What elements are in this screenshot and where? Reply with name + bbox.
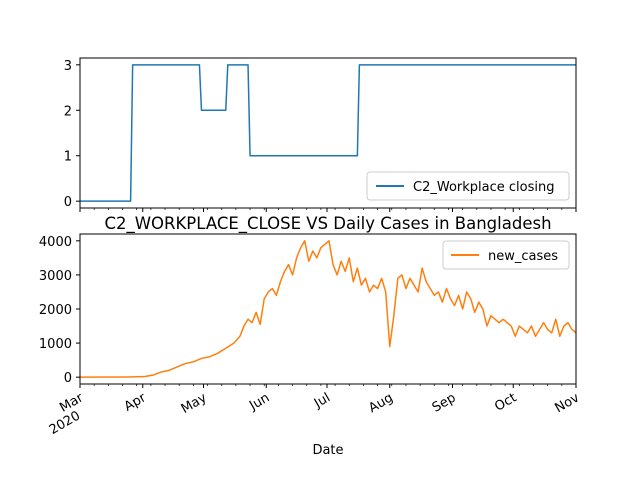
top-y-axis: 0 1 2 3 bbox=[64, 59, 80, 210]
bottom-x-tick-label: Aug bbox=[366, 390, 395, 416]
bottom-x-tick-label: May bbox=[179, 390, 210, 417]
bottom-y-tick-label: 2000 bbox=[39, 303, 72, 318]
bottom-legend-label: new_cases bbox=[488, 249, 558, 264]
bottom-y-tick-label: 1000 bbox=[39, 337, 72, 352]
bottom-series-group bbox=[79, 240, 577, 378]
top-legend-label: C2_Workplace closing bbox=[413, 180, 554, 195]
bottom-x-tick-label: Nov bbox=[553, 390, 583, 416]
top-axes-frame bbox=[79, 57, 577, 209]
top-y-tick-label: 3 bbox=[64, 59, 72, 74]
bottom-x-tick-label: Apr bbox=[122, 390, 150, 415]
bottom-y-tick-label: 4000 bbox=[39, 235, 72, 250]
top-series-group bbox=[80, 64, 576, 202]
bottom-y-axis: 0 1000 2000 3000 4000 bbox=[39, 235, 80, 386]
bottom-subplot: C2_WORKPLACE_CLOSE VS Daily Cases in Ban… bbox=[39, 214, 582, 458]
bottom-y-tick-label: 0 bbox=[64, 371, 72, 386]
bottom-x-tick-label: Jul bbox=[311, 390, 333, 411]
bottom-series-line bbox=[79, 240, 577, 378]
bottom-y-tick-label: 3000 bbox=[39, 269, 72, 284]
bottom-x-tick-label: Oct bbox=[492, 390, 519, 414]
bottom-x-tick-label: Jun bbox=[246, 390, 272, 414]
bottom-x-tick-label: Sep bbox=[430, 390, 459, 415]
bottom-axes-frame bbox=[79, 233, 577, 385]
bottom-legend-box bbox=[442, 240, 570, 270]
top-x-axis bbox=[79, 208, 577, 212]
top-legend: C2_Workplace closing bbox=[366, 171, 570, 201]
top-y-tick-label: 0 bbox=[64, 195, 72, 210]
top-subplot: 0 1 2 3 C2_Workplace closing bbox=[64, 57, 577, 212]
top-legend-box bbox=[366, 171, 570, 201]
top-series-line bbox=[80, 64, 576, 202]
bottom-legend: new_cases bbox=[442, 240, 570, 270]
top-y-tick-label: 2 bbox=[64, 104, 72, 119]
x-axis-label: Date bbox=[312, 443, 343, 458]
top-y-tick-label: 1 bbox=[64, 150, 72, 165]
chart-title: C2_WORKPLACE_CLOSE VS Daily Cases in Ban… bbox=[104, 214, 551, 234]
